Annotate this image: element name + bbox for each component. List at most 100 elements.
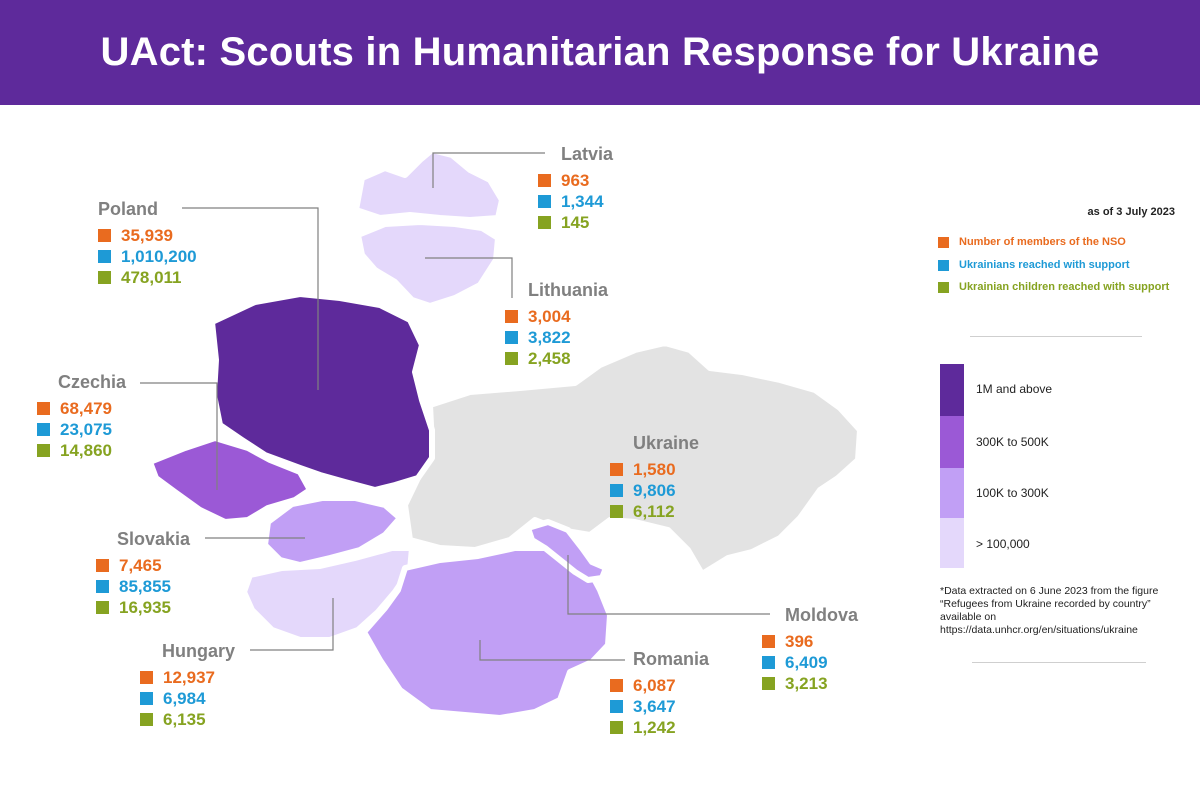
stat-reached: 3,822 [505, 327, 705, 348]
scale-label: > 100,000 [976, 537, 1030, 551]
orange-square-icon [96, 559, 109, 572]
stat-members: 12,937 [140, 667, 340, 688]
header-banner: UAct: Scouts in Humanitarian Response fo… [0, 0, 1200, 105]
stat-reached: 85,855 [96, 576, 296, 597]
country-moldova: Moldova 396 6,409 3,213 [762, 603, 962, 694]
stat-children: 6,135 [140, 709, 340, 730]
country-ukraine: Ukraine 1,580 9,806 6,112 [610, 431, 810, 522]
country-poland: Poland 35,939 1,010,200 478,011 [98, 197, 298, 288]
stat-children: 16,935 [96, 597, 296, 618]
country-czechia: Czechia 68,479 23,075 14,860 [37, 370, 237, 461]
divider [970, 336, 1142, 337]
country-name: Lithuania [528, 280, 608, 300]
orange-square-icon [538, 174, 551, 187]
map-latvia[interactable] [353, 147, 505, 223]
orange-square-icon [37, 402, 50, 415]
green-square-icon [96, 601, 109, 614]
orange-square-icon [98, 229, 111, 242]
map-ukraine[interactable] [402, 340, 863, 577]
scale-swatch-1m [940, 364, 964, 416]
orange-square-icon [610, 679, 623, 692]
country-map [140, 147, 863, 721]
orange-square-icon [610, 463, 623, 476]
stat-members: 6,087 [610, 675, 810, 696]
stat-reached: 6,984 [140, 688, 340, 709]
blue-square-icon [938, 260, 949, 271]
orange-square-icon [762, 635, 775, 648]
country-name: Latvia [561, 144, 614, 164]
stat-reached: 3,647 [610, 696, 810, 717]
stat-reached: 1,344 [538, 191, 738, 212]
stat-children: 478,011 [98, 267, 298, 288]
as-of-date: as of 3 July 2023 [1087, 206, 1175, 218]
blue-square-icon [140, 692, 153, 705]
green-square-icon [762, 677, 775, 690]
stat-children: 14,860 [37, 440, 237, 461]
country-name: Ukraine [633, 433, 700, 453]
stat-children: 6,112 [610, 501, 810, 522]
orange-square-icon [140, 671, 153, 684]
blue-square-icon [98, 250, 111, 263]
green-square-icon [610, 505, 623, 518]
country-name: Slovakia [117, 529, 191, 549]
scale-swatch-100k [940, 468, 964, 518]
map-poland[interactable] [209, 291, 435, 493]
blue-square-icon [538, 195, 551, 208]
blue-square-icon [96, 580, 109, 593]
stat-children: 3,213 [762, 673, 962, 694]
map-slovakia[interactable] [262, 495, 403, 568]
country-latvia: Latvia 963 1,344 145 [538, 142, 738, 233]
divider [972, 662, 1146, 663]
green-square-icon [610, 721, 623, 734]
leader-lines [140, 152, 770, 661]
legend-reached: Ukrainians reached with support [938, 259, 1178, 272]
country-romania: Romania 6,087 3,647 1,242 [610, 647, 810, 738]
map-romania[interactable] [361, 545, 613, 721]
country-name: Moldova [785, 605, 859, 625]
map-lithuania[interactable] [355, 219, 501, 309]
stat-members: 396 [762, 631, 962, 652]
stat-members: 963 [538, 170, 738, 191]
stat-members: 1,580 [610, 459, 810, 480]
country-lithuania: Lithuania 3,004 3,822 2,458 [505, 278, 705, 369]
stat-reached: 1,010,200 [98, 246, 298, 267]
stat-children: 1,242 [610, 717, 810, 738]
page-title: UAct: Scouts in Humanitarian Response fo… [100, 30, 1100, 74]
country-name: Hungary [162, 641, 236, 661]
stat-members: 68,479 [37, 398, 237, 419]
orange-square-icon [505, 310, 518, 323]
country-name: Poland [98, 199, 159, 219]
legend-members: Number of members of the NSO [938, 236, 1178, 249]
country-slovakia: Slovakia 7,465 85,855 16,935 [96, 527, 296, 618]
stat-children: 145 [538, 212, 738, 233]
blue-square-icon [610, 484, 623, 497]
footnote: *Data extracted on 6 June 2023 from the … [940, 585, 1159, 636]
country-name: Romania [633, 649, 710, 669]
scale-label: 1M and above [976, 382, 1053, 396]
blue-square-icon [762, 656, 775, 669]
scale-label: 100K to 300K [976, 486, 1049, 500]
stat-members: 3,004 [505, 306, 705, 327]
green-square-icon [98, 271, 111, 284]
green-square-icon [140, 713, 153, 726]
map-moldova[interactable] [525, 519, 609, 583]
scale-swatch-under-100k [940, 518, 964, 568]
stat-members: 35,939 [98, 225, 298, 246]
blue-square-icon [505, 331, 518, 344]
country-hungary: Hungary 12,937 6,984 6,135 [140, 639, 340, 730]
orange-square-icon [938, 237, 949, 248]
country-name: Czechia [58, 372, 127, 392]
blue-square-icon [610, 700, 623, 713]
blue-square-icon [37, 423, 50, 436]
stat-reached: 9,806 [610, 480, 810, 501]
green-square-icon [938, 282, 949, 293]
stat-children: 2,458 [505, 348, 705, 369]
legend-children: Ukrainian children reached with support [938, 281, 1178, 294]
stat-reached: 23,075 [37, 419, 237, 440]
green-square-icon [505, 352, 518, 365]
stat-reached: 6,409 [762, 652, 962, 673]
green-square-icon [538, 216, 551, 229]
green-square-icon [37, 444, 50, 457]
stat-members: 7,465 [96, 555, 296, 576]
map-czechia[interactable] [147, 435, 313, 525]
